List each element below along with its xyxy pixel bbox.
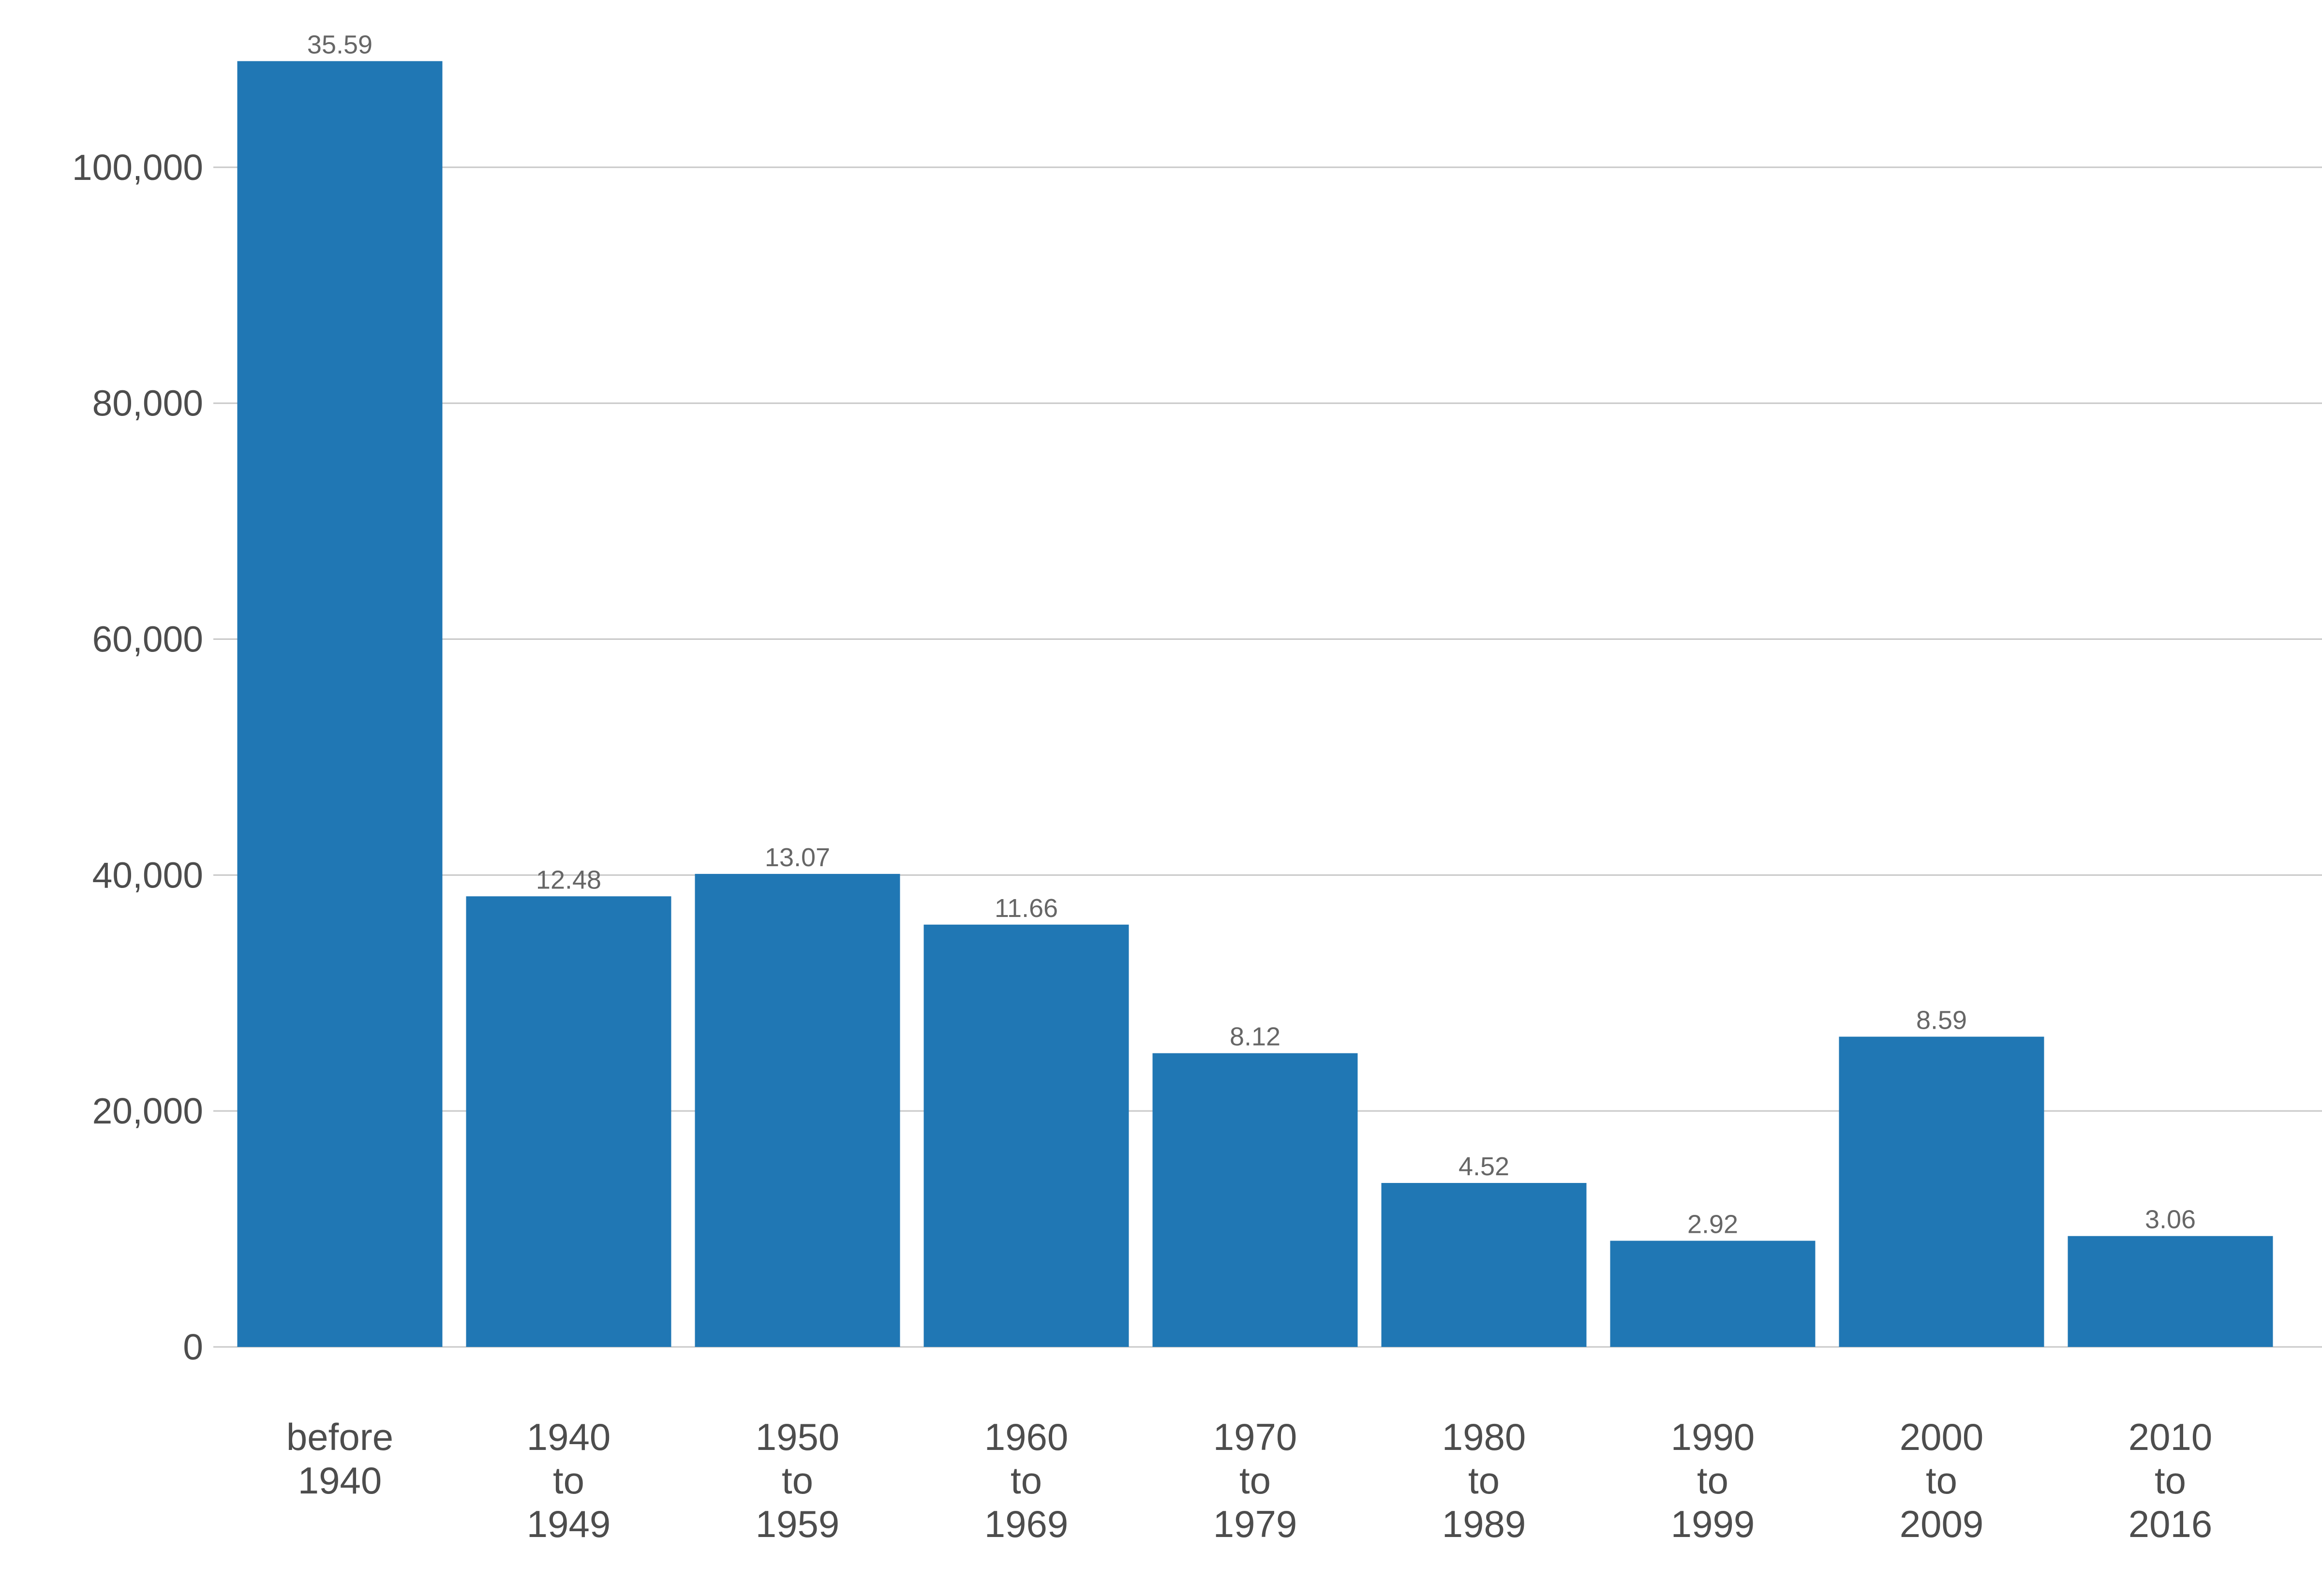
bar [923, 924, 1129, 1347]
bar [1381, 1182, 1587, 1347]
bar [466, 896, 671, 1347]
x-tick-label: 1990 to 1999 [1671, 1416, 1755, 1545]
data-labels: 35.59 12.48 13.07 11.66 8.12 4.52 2.92 8.59 3.06 [307, 30, 2196, 1239]
x-axis: before 1940 1940 to 1949 1950 to 1959 1960 to 1969… [286, 1416, 2212, 1545]
x-tick-label: 1960 to 1969 [984, 1416, 1069, 1545]
bar [695, 873, 900, 1347]
x-tick-label: 2000 to 2009 [1900, 1416, 1984, 1545]
bar [1839, 1036, 2044, 1347]
y-tick-label: 100,000 [72, 147, 203, 188]
x-tick-label: before 1940 [286, 1416, 393, 1502]
y-tick-label: 40,000 [92, 855, 203, 895]
x-tick-label: 1970 to 1979 [1213, 1416, 1297, 1545]
data-label: 3.06 [2145, 1205, 2196, 1234]
bar [2068, 1236, 2273, 1347]
data-label: 12.48 [536, 865, 601, 894]
y-tick-label: 20,000 [92, 1091, 203, 1131]
x-tick-label: 1980 to 1989 [1442, 1416, 1526, 1545]
bar [237, 61, 443, 1347]
bar [1152, 1053, 1358, 1347]
data-label: 4.52 [1459, 1152, 1509, 1181]
y-tick-label: 0 [183, 1327, 203, 1367]
data-label: 8.12 [1230, 1022, 1280, 1051]
y-tick-label: 60,000 [92, 619, 203, 660]
y-axis: 0 20,000 40,000 60,000 80,000 100,000 [72, 147, 203, 1367]
x-tick-label: 1950 to 1959 [756, 1416, 840, 1545]
data-label: 2.92 [1687, 1210, 1738, 1239]
data-label: 13.07 [765, 843, 830, 872]
y-tick-label: 80,000 [92, 383, 203, 424]
data-label: 8.59 [1916, 1006, 1967, 1035]
data-label: 35.59 [307, 30, 372, 59]
bars [237, 61, 2273, 1347]
x-tick-label: 1940 to 1949 [527, 1416, 611, 1545]
data-label: 11.66 [995, 894, 1058, 923]
bar [1610, 1241, 1816, 1347]
x-tick-label: 2010 to 2016 [2128, 1416, 2213, 1545]
